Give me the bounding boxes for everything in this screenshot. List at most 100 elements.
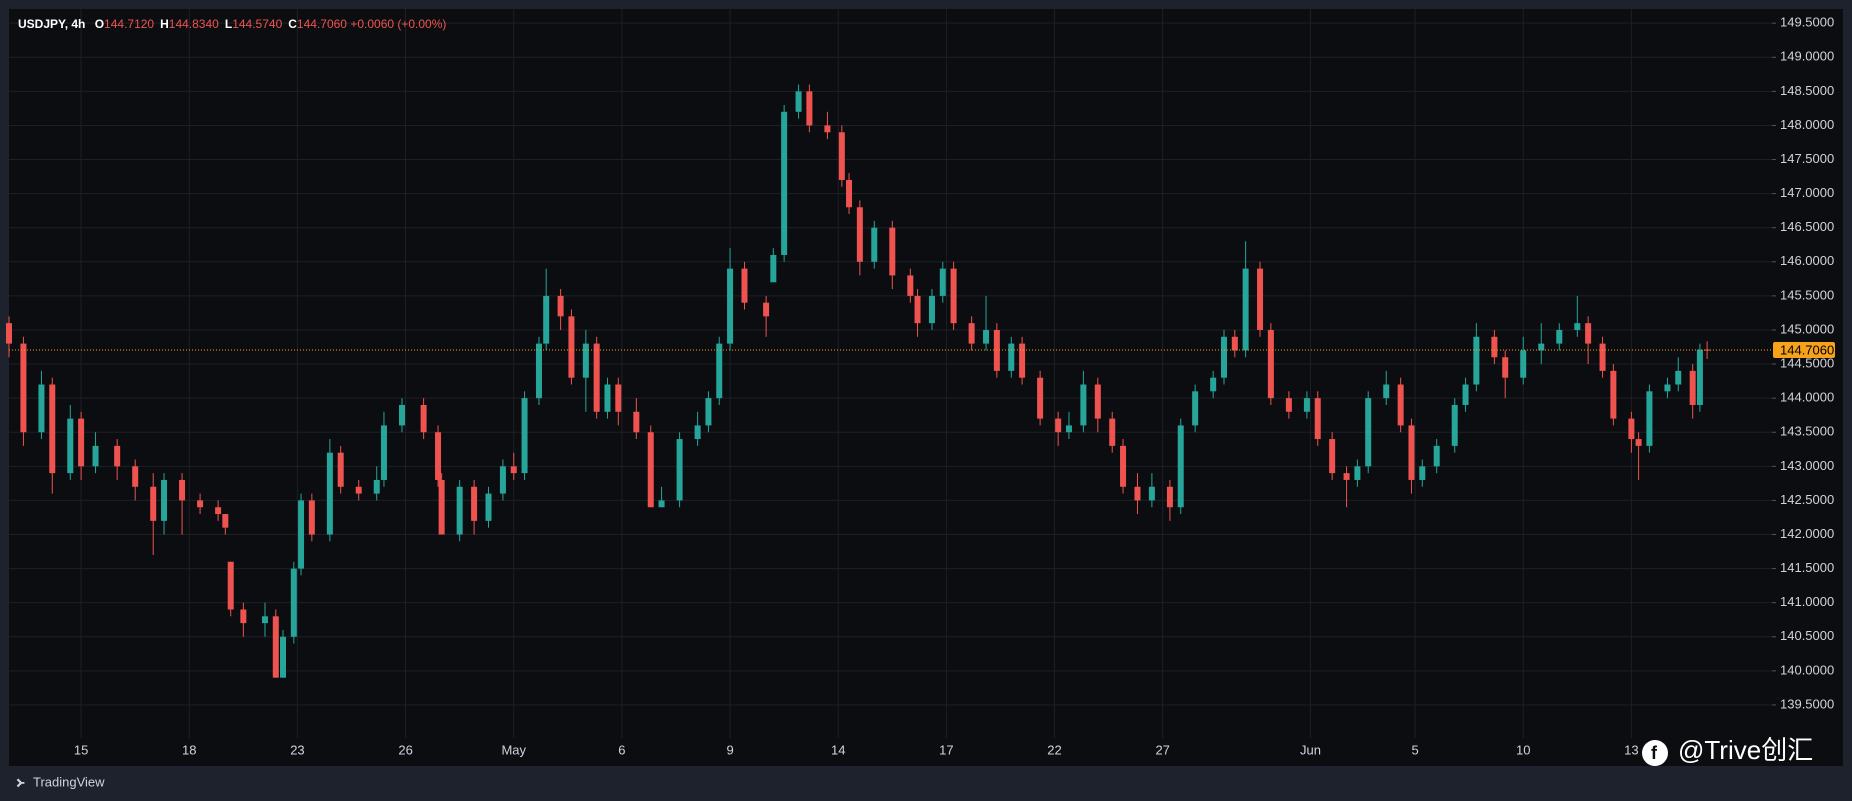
candle-body (1303, 398, 1310, 412)
candle-body (420, 404, 427, 433)
candle-body (326, 452, 333, 535)
x-tick-label: May (501, 742, 526, 757)
y-tick-label: 146.0000 (1780, 253, 1834, 268)
candle-body (49, 384, 56, 474)
candle-body (280, 636, 287, 678)
candle-body (1285, 398, 1292, 412)
x-tick-label: 14 (831, 742, 845, 757)
candle-body (763, 302, 770, 317)
x-tick-label: 22 (1047, 742, 1061, 757)
candle-body (889, 227, 896, 276)
candle-body (1585, 323, 1592, 344)
x-tick-label: 18 (182, 742, 196, 757)
candle-body (1599, 343, 1606, 371)
candle-body (1696, 349, 1703, 405)
candle-body (543, 295, 550, 344)
y-tick-label: 148.5000 (1780, 83, 1834, 98)
candle-body (179, 479, 186, 501)
y-tick-label: 148.0000 (1780, 117, 1834, 132)
ohlc-value: 144.5740 (232, 17, 283, 31)
candle-body (1675, 370, 1682, 385)
x-tick-label: 23 (290, 742, 304, 757)
candle-body (1120, 445, 1127, 487)
candle-body (1192, 391, 1199, 426)
candle-body (1419, 466, 1426, 480)
candle-body (261, 616, 268, 624)
candle-body (1242, 268, 1249, 351)
candle-body (67, 418, 74, 474)
candle-body (272, 616, 279, 678)
candle-body (582, 343, 589, 378)
y-tick-label: 142.0000 (1780, 526, 1834, 541)
candle-body (939, 268, 946, 296)
candle-body (337, 452, 344, 487)
candle-body (1473, 336, 1480, 385)
candle-body (485, 493, 492, 521)
candle-body (298, 500, 305, 569)
y-tick-label: 141.5000 (1780, 560, 1834, 575)
facebook-icon (1642, 740, 1668, 766)
y-tick-label: 140.0000 (1780, 662, 1834, 677)
price-axis (1772, 9, 1843, 738)
x-tick-label: Jun (1300, 742, 1321, 757)
candle-body (398, 404, 405, 426)
candle-body (499, 466, 506, 494)
candle-body (593, 343, 600, 412)
x-tick-label: 15 (74, 742, 88, 757)
candle-body (694, 425, 701, 440)
y-tick-label: 143.5000 (1780, 424, 1834, 439)
candle-body (795, 91, 802, 112)
y-tick-label: 143.0000 (1780, 458, 1834, 473)
candle-body (308, 500, 315, 535)
candle-body (20, 343, 27, 433)
candle-body (604, 384, 611, 412)
labels: 139.5000 140.0000 140.5000 141.0000 141.5000… (74, 15, 1835, 757)
candle-body (1610, 370, 1617, 419)
candle-body (1664, 384, 1671, 392)
candle-body (1148, 486, 1155, 501)
candle-body (1109, 418, 1116, 446)
candle-body (38, 384, 45, 433)
y-tick-label: 144.0000 (1780, 390, 1834, 405)
candles (6, 84, 1772, 678)
candle-body (846, 179, 853, 208)
candle-body (615, 384, 622, 412)
candle-body (1574, 323, 1581, 330)
candle-body (438, 479, 445, 535)
candle-body (290, 568, 297, 637)
candle-body (1080, 384, 1087, 426)
x-tick-label: 27 (1155, 742, 1169, 757)
x-tick-label: 10 (1516, 742, 1530, 757)
candle-body (1314, 398, 1321, 440)
candle-body (435, 432, 442, 480)
ohlc-value: 144.7120 (104, 17, 155, 31)
candle-body (92, 445, 99, 467)
legend-header: USDJPY, 4h O144.7120 H144.8340 L144.5740 C1… (18, 17, 446, 31)
y-tick-label: 140.5000 (1780, 628, 1834, 643)
candle-body (150, 486, 157, 521)
candle-body (161, 479, 168, 521)
candle-body (510, 466, 517, 474)
candle-body (132, 466, 139, 487)
candle-body (676, 439, 683, 501)
candle-body (380, 425, 387, 480)
candle-body (1134, 486, 1141, 501)
candle-body (1491, 336, 1498, 358)
y-tick-label: 139.5000 (1780, 696, 1834, 711)
candle-body (215, 507, 222, 515)
ohlc-key: O (94, 17, 105, 31)
candle-body (1462, 384, 1469, 405)
candle-body (568, 316, 575, 378)
candle-body (806, 91, 813, 126)
y-tick-label: 145.0000 (1780, 321, 1834, 336)
candle-body (871, 227, 878, 262)
candle-body (78, 418, 85, 467)
candle-body (1343, 473, 1350, 480)
candle-body (1502, 357, 1509, 378)
candle-body (1689, 370, 1696, 405)
candle-body (824, 125, 831, 133)
change: +0.0060 (+0.00%) (350, 17, 447, 31)
candle-body (914, 295, 921, 324)
candle-body (716, 343, 723, 399)
